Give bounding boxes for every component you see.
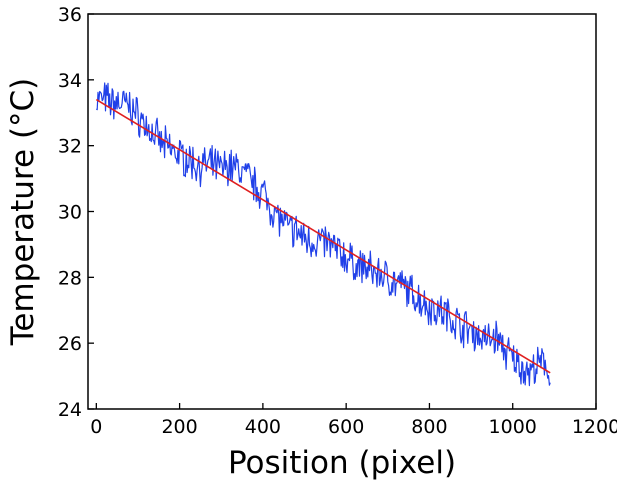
y-tick-label: 26 [58, 333, 82, 355]
tick-marks [88, 13, 597, 410]
x-axis-title: Position (pixel) [228, 445, 456, 481]
linear-fit-line [95, 98, 551, 374]
y-tick-label: 32 [58, 136, 82, 158]
measured-temperature-line [95, 82, 551, 387]
x-tick-label: 800 [411, 416, 447, 438]
x-tick-label: 200 [161, 416, 197, 438]
x-tick-label: 600 [328, 416, 364, 438]
y-tick-label: 24 [58, 399, 82, 421]
y-tick-label: 34 [58, 70, 82, 92]
y-tick-label: 36 [58, 4, 82, 26]
plot-frame [87, 13, 597, 410]
y-tick-label: 28 [58, 267, 82, 289]
x-tick-label: 1200 [572, 416, 617, 438]
y-axis-title: Temperature (°C) [5, 78, 41, 347]
series-layer [95, 82, 551, 387]
tick-labels: 0 200 400 600 800 1000 1200 24 26 28 30 32 34 36 [58, 4, 617, 438]
x-tick-label: 1000 [489, 416, 537, 438]
x-tick-label: 0 [90, 416, 102, 438]
y-tick-label: 30 [58, 202, 82, 224]
x-tick-label: 400 [245, 416, 281, 438]
